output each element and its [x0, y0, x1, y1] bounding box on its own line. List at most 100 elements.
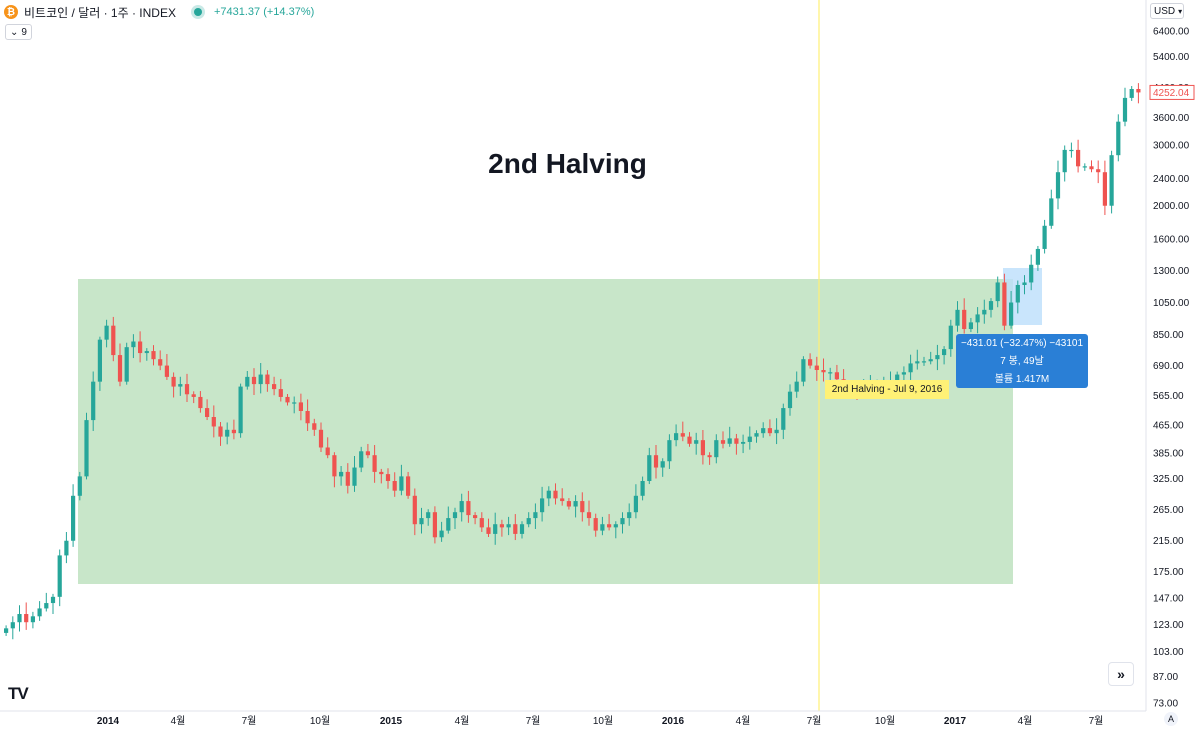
candle-body	[613, 524, 618, 528]
candle-body	[781, 408, 786, 430]
x-tick-label: 4월	[171, 715, 186, 727]
candle	[198, 391, 203, 413]
candle-body	[272, 384, 277, 390]
candle-body	[915, 361, 920, 364]
candle	[747, 426, 752, 450]
candle	[432, 506, 437, 544]
candle-body	[305, 410, 310, 424]
candle	[479, 512, 484, 532]
candle	[794, 371, 799, 398]
candle	[700, 429, 705, 465]
candle	[24, 602, 29, 630]
candle-body	[218, 426, 223, 437]
candle	[124, 342, 129, 385]
candle-body	[586, 512, 592, 519]
candle	[385, 468, 391, 489]
x-tick-label: 7월	[242, 715, 257, 727]
candle	[640, 476, 645, 501]
measure-change: −431.01 (−32.47%) −43101	[960, 337, 1084, 349]
price-change: +7431.37 (+14.37%)	[213, 6, 315, 18]
candle	[553, 483, 558, 505]
candle	[620, 512, 625, 534]
candle-body	[1035, 248, 1040, 265]
candle	[808, 353, 813, 369]
candle	[218, 422, 223, 446]
candle-body	[372, 455, 377, 472]
candle	[372, 445, 377, 483]
candle	[627, 503, 632, 526]
candle	[982, 299, 987, 324]
candle	[915, 349, 920, 370]
candle	[767, 419, 772, 437]
measure-tooltip[interactable]: −431.01 (−32.47%) −43101 7 봉, 49날 볼륨 1.4…	[956, 334, 1088, 388]
scroll-to-realtime-button[interactable]: »	[1108, 662, 1134, 686]
candle-body	[164, 365, 169, 377]
y-tick-label: 690.00	[1153, 361, 1184, 372]
candle-body	[1055, 172, 1061, 199]
candle	[653, 445, 659, 479]
y-tick-label: 215.00	[1153, 536, 1184, 547]
candle	[10, 616, 15, 640]
candle	[821, 358, 826, 382]
candle	[560, 488, 565, 506]
candle	[238, 383, 243, 438]
x-tick-label: 10월	[593, 715, 613, 727]
candle-body	[178, 384, 183, 387]
halving-date-label[interactable]: 2nd Halving - Jul 9, 2016	[825, 380, 949, 399]
candle	[694, 432, 699, 455]
candle	[312, 418, 317, 436]
y-tick-label: 73.00	[1153, 699, 1178, 710]
price-range-box[interactable]	[78, 279, 1013, 584]
candle-body	[1129, 89, 1134, 98]
candle	[1089, 160, 1094, 173]
candle-body	[432, 512, 437, 538]
measure-bars: 7 봉, 49날	[1000, 355, 1044, 367]
measure-shade[interactable]	[1003, 268, 1042, 325]
candle	[593, 513, 598, 537]
candle	[379, 468, 384, 484]
candle	[513, 514, 518, 541]
candle-body	[546, 490, 551, 499]
candle	[272, 376, 277, 396]
candle	[158, 350, 163, 371]
candle-body	[741, 441, 746, 444]
candle	[754, 430, 759, 443]
candle	[526, 512, 531, 528]
x-tick-label: 4월	[1018, 715, 1033, 727]
candle-body	[714, 440, 719, 458]
candle-body	[452, 512, 458, 519]
candle	[459, 493, 464, 522]
candle-body	[633, 495, 638, 513]
candle	[305, 399, 310, 431]
candle-body	[285, 396, 290, 403]
annotation-title[interactable]: 2nd Halving	[488, 148, 647, 179]
candle	[499, 519, 504, 537]
candle-body	[787, 391, 793, 409]
y-tick-label: 1050.00	[1153, 298, 1190, 309]
currency-selector[interactable]: USD ▾	[1150, 3, 1184, 19]
tradingview-logo[interactable]: TV	[8, 684, 29, 703]
indicators-toggle-button[interactable]: ⌄ 9	[5, 24, 32, 40]
candle-body	[225, 429, 230, 437]
candle	[258, 362, 263, 394]
candle-body	[158, 359, 163, 366]
candle	[1136, 83, 1141, 104]
candle	[607, 514, 612, 531]
candle-body	[238, 386, 243, 434]
candle	[814, 356, 819, 381]
symbol-title[interactable]: 비트코인 / 달러 · 1주 · INDEX	[24, 5, 176, 20]
candle-body	[653, 455, 659, 468]
candle	[727, 426, 732, 447]
candle-body	[486, 527, 491, 534]
candle-body	[1002, 282, 1007, 326]
candle	[97, 336, 102, 391]
candle-body	[1069, 149, 1074, 152]
auto-scale-button[interactable]: A	[1164, 712, 1178, 726]
candle	[44, 592, 49, 612]
candle-body	[694, 440, 699, 444]
candle	[781, 403, 786, 440]
currency-label: USD	[1154, 5, 1176, 17]
candle-body	[821, 370, 826, 373]
candle-body	[720, 440, 726, 444]
